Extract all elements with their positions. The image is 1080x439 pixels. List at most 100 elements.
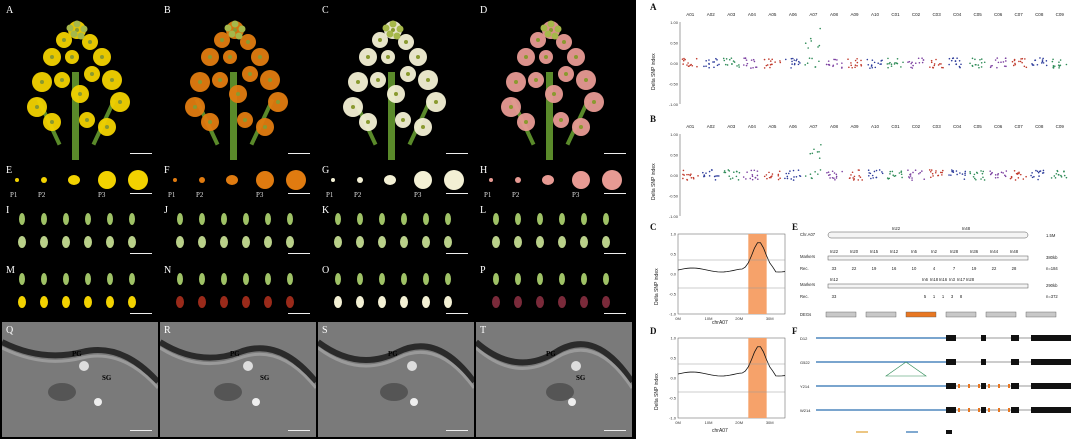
chromosome-label: A06 <box>789 12 798 17</box>
snp-point <box>1058 67 1060 69</box>
snp-point <box>777 173 780 176</box>
gene-structure-f: D12 G522 Y214 W214 <box>800 335 1071 434</box>
snp-point <box>896 57 899 60</box>
snp-point <box>1000 171 1003 174</box>
stage-label-p3: P3 <box>98 191 106 199</box>
snp-point <box>941 171 943 174</box>
snp-point <box>786 175 789 178</box>
marker-label: In36 <box>970 249 979 254</box>
snp-point <box>854 59 857 62</box>
snp-point <box>750 67 752 69</box>
snp-point <box>753 169 756 172</box>
snp-point <box>893 63 896 65</box>
rec-value: 28 <box>1012 266 1017 271</box>
chromosome-points <box>847 57 863 69</box>
scale-bar <box>130 253 152 254</box>
stage-label-p1: P1 <box>326 191 334 199</box>
snp-point <box>935 58 937 61</box>
snp-point <box>705 59 707 62</box>
snp-marker <box>988 384 990 388</box>
snp-point <box>869 67 871 69</box>
snp-point <box>959 66 961 69</box>
snp-point <box>703 65 705 68</box>
snp-point <box>1016 173 1019 175</box>
y-tick-label: 0.0 <box>670 376 676 381</box>
photo-panel-s: PG S <box>318 322 474 437</box>
snp-point <box>1040 62 1043 64</box>
snp-point <box>682 173 684 176</box>
snp-point <box>869 172 872 175</box>
panel-label-q: Q <box>6 325 14 336</box>
snp-point <box>868 172 870 174</box>
exon <box>1031 359 1071 365</box>
snp-point <box>768 176 771 179</box>
snp-point <box>690 177 693 179</box>
tem-label-pg: PG <box>72 350 82 358</box>
snp-point <box>715 175 717 177</box>
snp-point <box>737 179 740 181</box>
snp-point <box>755 66 757 69</box>
panel-label-i: I <box>6 205 10 216</box>
degs-label: DEGs <box>800 312 811 317</box>
snp-point <box>834 58 837 61</box>
snp-point <box>793 59 796 61</box>
snp-point <box>804 64 806 66</box>
rec-value: 5 <box>924 294 927 299</box>
snp-point <box>790 67 792 69</box>
panel-label-c: C <box>322 5 329 16</box>
snp-point <box>828 64 831 66</box>
snp-point <box>997 176 999 179</box>
snp-point <box>784 177 786 180</box>
snp-point <box>705 65 707 68</box>
snp-point <box>932 175 934 177</box>
chromosome-label: C03 <box>932 12 941 17</box>
snp-point <box>964 172 966 175</box>
chromosome-points <box>1009 169 1027 181</box>
snp-point <box>959 172 961 174</box>
rec-value: 19 <box>872 266 877 271</box>
x-tick-label: 0M <box>675 420 681 425</box>
petal-stages-illustration <box>15 170 148 190</box>
chromosome-points <box>825 58 843 69</box>
chromosome-label: C09 <box>1056 12 1065 17</box>
snp-point <box>1041 60 1044 63</box>
snp-point <box>886 177 889 179</box>
stage-label-p3: P3 <box>414 191 422 199</box>
snp-point <box>978 66 980 69</box>
snp-point <box>952 57 955 59</box>
snp-point <box>766 64 769 66</box>
snp-point <box>873 61 876 64</box>
snp-point <box>799 62 801 64</box>
snp-point <box>958 59 961 62</box>
markers-label: Markers <box>800 282 815 287</box>
chromosome-points <box>1031 57 1048 67</box>
panel-label-j: J <box>164 205 168 216</box>
allele-label: Y214 <box>800 384 810 389</box>
scale-bar <box>446 253 468 254</box>
panel-label-b: B <box>650 114 657 124</box>
snp-point <box>937 174 940 177</box>
chromosome-label: A09 <box>850 124 859 129</box>
exon <box>1011 335 1019 341</box>
snp-point <box>732 60 735 62</box>
panel-label-d: D <box>650 326 657 336</box>
snp-point <box>937 64 940 66</box>
snp-point <box>1010 175 1013 178</box>
y-tick-label: -0.5 <box>669 396 677 401</box>
snp-point <box>859 176 862 178</box>
snp-point <box>756 174 759 177</box>
snp-point <box>912 171 914 174</box>
snp-point <box>708 63 710 65</box>
photo-panel-f: P1 P2 P3 F <box>160 162 316 200</box>
snp-marker <box>988 408 990 412</box>
snp-point <box>1002 61 1005 63</box>
chromosome-points <box>886 57 904 69</box>
snp-point <box>708 170 711 173</box>
panel-label-o: O <box>322 265 330 276</box>
chromosome-label: A03 <box>727 12 736 17</box>
chromosome-label: A02 <box>707 124 716 129</box>
chromosome-points <box>804 27 821 68</box>
snp-point <box>861 179 863 181</box>
snp-point <box>733 61 736 63</box>
snp-point <box>813 148 815 151</box>
